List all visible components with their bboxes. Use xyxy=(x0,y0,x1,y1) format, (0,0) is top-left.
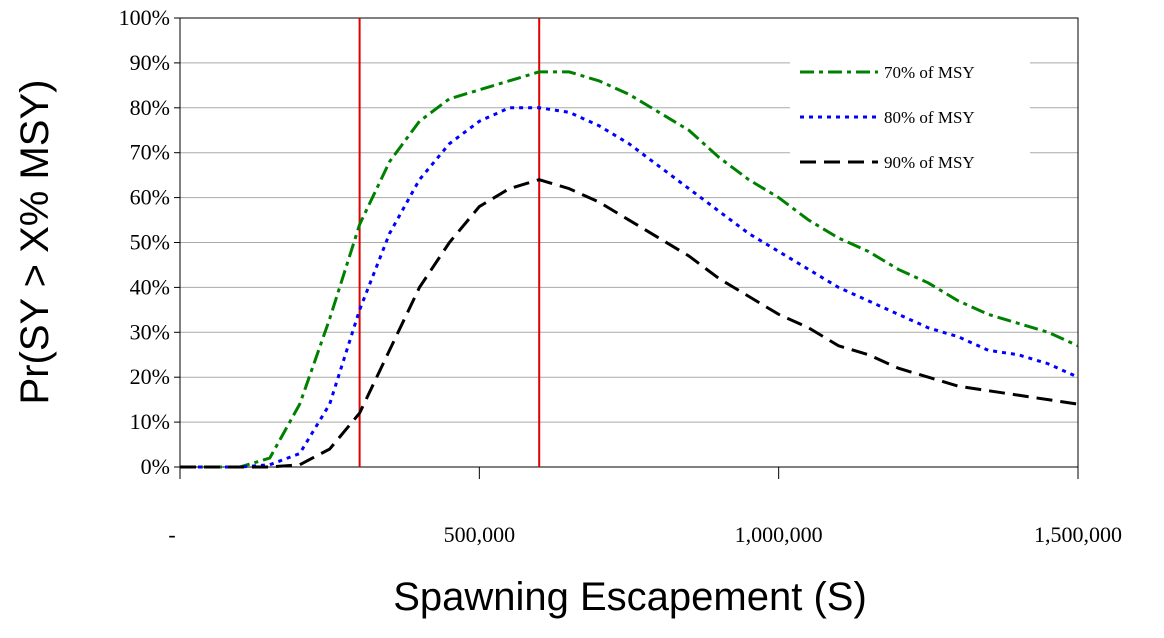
y-tick-label: 10% xyxy=(130,409,170,434)
legend-label: 90% of MSY xyxy=(884,153,975,172)
series-line xyxy=(180,106,1079,469)
y-axis-title: Pr(SY > X% MSY) xyxy=(13,80,57,405)
y-tick-label: 80% xyxy=(130,95,170,120)
y-tick-label: 30% xyxy=(130,319,170,344)
y-tick-label: 0% xyxy=(141,454,170,479)
x-tick-label: 500,000 xyxy=(444,522,516,547)
x-tick-label: - xyxy=(168,522,175,547)
y-tick-label: 90% xyxy=(130,50,170,75)
y-tick-label: 20% xyxy=(130,364,170,389)
x-tick-label: 1,000,000 xyxy=(735,522,823,547)
y-tick-label: 70% xyxy=(130,140,170,165)
x-tick-label: 1,500,000 xyxy=(1034,522,1122,547)
series-line xyxy=(180,178,1079,469)
y-tick-label: 40% xyxy=(130,274,170,299)
y-tick-label: 100% xyxy=(119,5,170,30)
x-axis-title: Spawning Escapement (S) xyxy=(393,575,867,619)
legend-label: 80% of MSY xyxy=(884,108,975,127)
series-line xyxy=(180,70,1079,469)
y-tick-label: 60% xyxy=(130,185,170,210)
y-tick-label: 50% xyxy=(130,230,170,255)
legend-label: 70% of MSY xyxy=(884,63,975,82)
plot-frame xyxy=(179,17,1079,468)
